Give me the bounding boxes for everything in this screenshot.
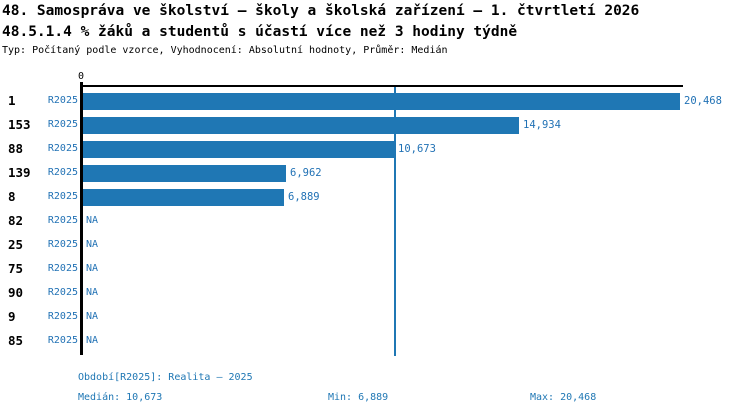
na-label: NA (86, 263, 99, 274)
chart-meta-line: Typ: Počítaný podle vzorce, Vyhodnocení:… (2, 45, 448, 56)
bar (83, 164, 286, 182)
row-series-label: R2025 (47, 287, 78, 298)
x-axis-zero-tick-label: 0 (77, 71, 85, 82)
row-category-label: 90 (8, 285, 24, 300)
row-series-label: R2025 (47, 95, 78, 106)
row-category-label: 88 (8, 141, 24, 156)
chart-subtitle: 48.5.1.4 % žáků a studentů s účastí více… (2, 24, 518, 40)
na-label: NA (86, 287, 99, 298)
row-category-label: 1 (8, 93, 16, 108)
row-category-label: 153 (8, 117, 31, 132)
chart-row: 75 R2025 NA (0, 257, 750, 281)
chart-row: 88 R2025 10,673 (0, 137, 750, 161)
footer-median-label: Medián: 10,673 (78, 392, 163, 403)
y-axis-line (80, 82, 83, 355)
bar (83, 116, 519, 134)
row-series-label: R2025 (47, 191, 78, 202)
x-axis-spine (80, 85, 683, 87)
row-series-label: R2025 (47, 167, 78, 178)
bar-value-label: 6,889 (288, 191, 320, 203)
chart-row: 153 R2025 14,934 (0, 113, 750, 137)
na-label: NA (86, 215, 99, 226)
row-category-label: 25 (8, 237, 24, 252)
footer-max-label: Max: 20,468 (530, 392, 597, 403)
chart-row: 25 R2025 NA (0, 233, 750, 257)
row-series-label: R2025 (47, 143, 78, 154)
row-category-label: 8 (8, 189, 16, 204)
bar-value-label: 20,468 (684, 95, 722, 107)
na-label: NA (86, 239, 99, 250)
chart-row: 82 R2025 NA (0, 209, 750, 233)
na-label: NA (86, 311, 99, 322)
footer-min-label: Min: 6,889 (328, 392, 389, 403)
row-category-label: 9 (8, 309, 16, 324)
row-series-label: R2025 (47, 335, 78, 346)
median-reference-line (394, 87, 396, 356)
bar-value-label: 10,673 (398, 143, 436, 155)
row-series-label: R2025 (47, 119, 78, 130)
chart-row: 8 R2025 6,889 (0, 185, 750, 209)
chart-title: 48. Samospráva ve školství – školy a ško… (2, 3, 640, 19)
bar-value-label: 14,934 (523, 119, 561, 131)
row-series-label: R2025 (47, 311, 78, 322)
chart-row: 9 R2025 NA (0, 305, 750, 329)
row-category-label: 75 (8, 261, 24, 276)
bar (83, 92, 680, 110)
chart-row: 1 R2025 20,468 (0, 89, 750, 113)
bar-value-label: 6,962 (290, 167, 322, 179)
na-label: NA (86, 335, 99, 346)
row-series-label: R2025 (47, 239, 78, 250)
row-series-label: R2025 (47, 263, 78, 274)
footer-period-label: Období[R2025]: Realita – 2025 (78, 372, 253, 383)
chart-row: 85 R2025 NA (0, 329, 750, 353)
row-category-label: 85 (8, 333, 24, 348)
bar (83, 140, 394, 158)
chart-row: 90 R2025 NA (0, 281, 750, 305)
row-category-label: 139 (8, 165, 31, 180)
chart-row: 139 R2025 6,962 (0, 161, 750, 185)
bar (83, 188, 284, 206)
row-series-label: R2025 (47, 215, 78, 226)
row-category-label: 82 (8, 213, 24, 228)
